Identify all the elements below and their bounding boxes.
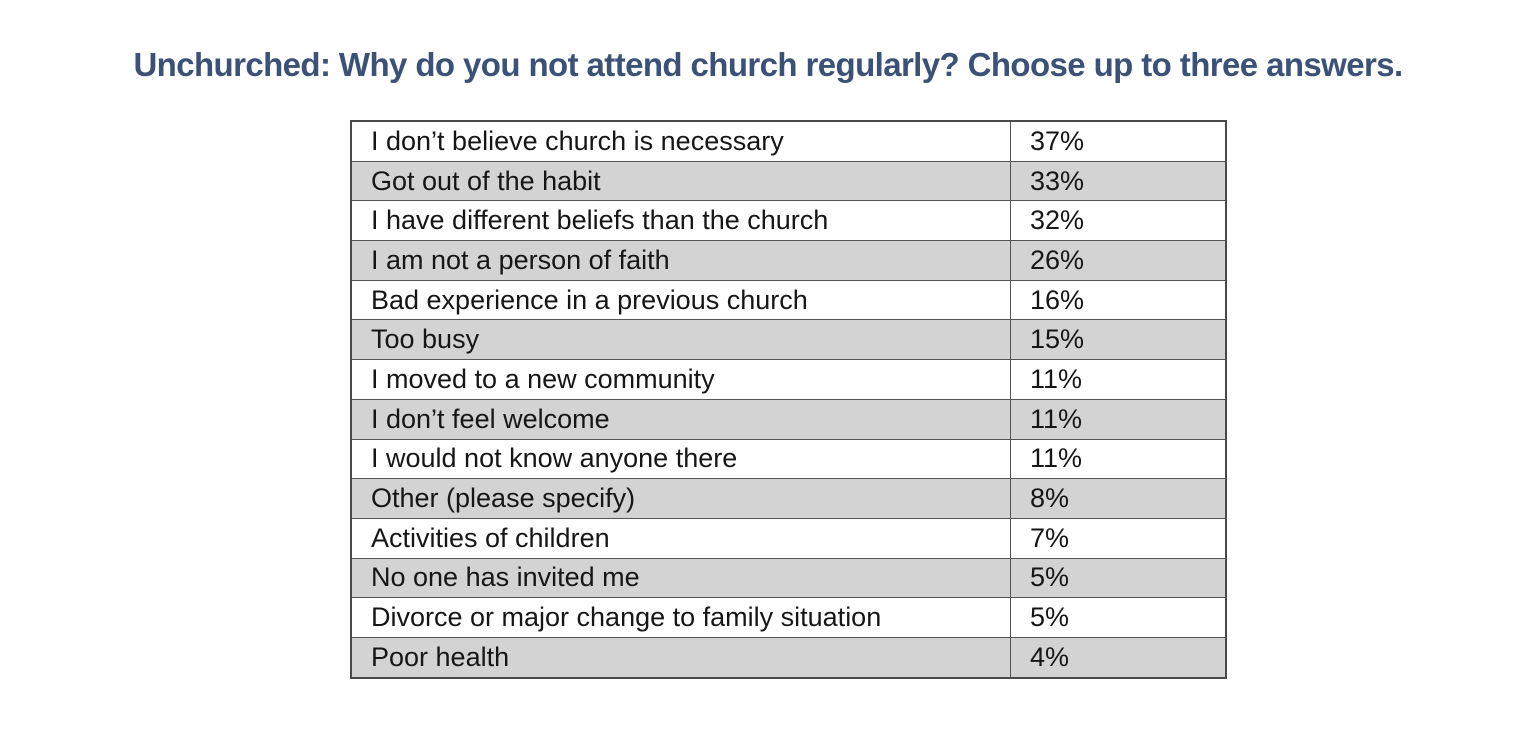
table-row: Got out of the habit 33%: [350, 160, 1227, 202]
table-row: I moved to a new community 11%: [350, 359, 1227, 400]
reason-cell: I am not a person of faith: [350, 240, 1011, 281]
percent-cell: 33%: [1010, 160, 1227, 202]
reason-cell: I would not know anyone there: [350, 438, 1011, 480]
reason-cell: I don’t feel welcome: [350, 398, 1011, 440]
reason-cell: Poor health: [350, 636, 1011, 679]
reason-cell: I have different beliefs than the church: [350, 200, 1011, 242]
percent-cell: 16%: [1010, 279, 1227, 321]
table-row: Too busy 15%: [350, 319, 1227, 361]
table-row: I have different beliefs than the church…: [350, 200, 1227, 242]
reason-cell: Activities of children: [350, 517, 1011, 559]
table-row: Activities of children 7%: [350, 517, 1227, 559]
percent-cell: 5%: [1010, 557, 1227, 599]
reason-cell: Other (please specify): [350, 478, 1011, 519]
percent-cell: 5%: [1010, 597, 1227, 638]
percent-cell: 37%: [1010, 120, 1227, 162]
reason-cell: Bad experience in a previous church: [350, 279, 1011, 321]
page-title: Unchurched: Why do you not attend church…: [133, 46, 1403, 83]
table-row: Other (please specify) 8%: [350, 478, 1227, 519]
table-row: Poor health 4%: [350, 636, 1227, 679]
reason-cell: No one has invited me: [350, 557, 1011, 599]
percent-cell: 32%: [1010, 200, 1227, 242]
percent-cell: 26%: [1010, 240, 1227, 281]
percent-cell: 11%: [1010, 359, 1227, 400]
reason-cell: I moved to a new community: [350, 359, 1011, 400]
percent-cell: 7%: [1010, 517, 1227, 559]
table-row: I would not know anyone there 11%: [350, 438, 1227, 480]
reason-cell: Got out of the habit: [350, 160, 1011, 202]
percent-cell: 11%: [1010, 398, 1227, 440]
reason-cell: Divorce or major change to family situat…: [350, 597, 1011, 638]
table-row: No one has invited me 5%: [350, 557, 1227, 599]
percent-cell: 11%: [1010, 438, 1227, 480]
survey-table: I don’t believe church is necessary 37% …: [350, 120, 1227, 679]
table-row: I don’t feel welcome 11%: [350, 398, 1227, 440]
table-row: I am not a person of faith 26%: [350, 240, 1227, 281]
reason-cell: I don’t believe church is necessary: [350, 120, 1011, 162]
reason-cell: Too busy: [350, 319, 1011, 361]
table-row: I don’t believe church is necessary 37%: [350, 120, 1227, 162]
table-row: Divorce or major change to family situat…: [350, 597, 1227, 638]
percent-cell: 15%: [1010, 319, 1227, 361]
percent-cell: 4%: [1010, 636, 1227, 679]
percent-cell: 8%: [1010, 478, 1227, 519]
table-row: Bad experience in a previous church 16%: [350, 279, 1227, 321]
